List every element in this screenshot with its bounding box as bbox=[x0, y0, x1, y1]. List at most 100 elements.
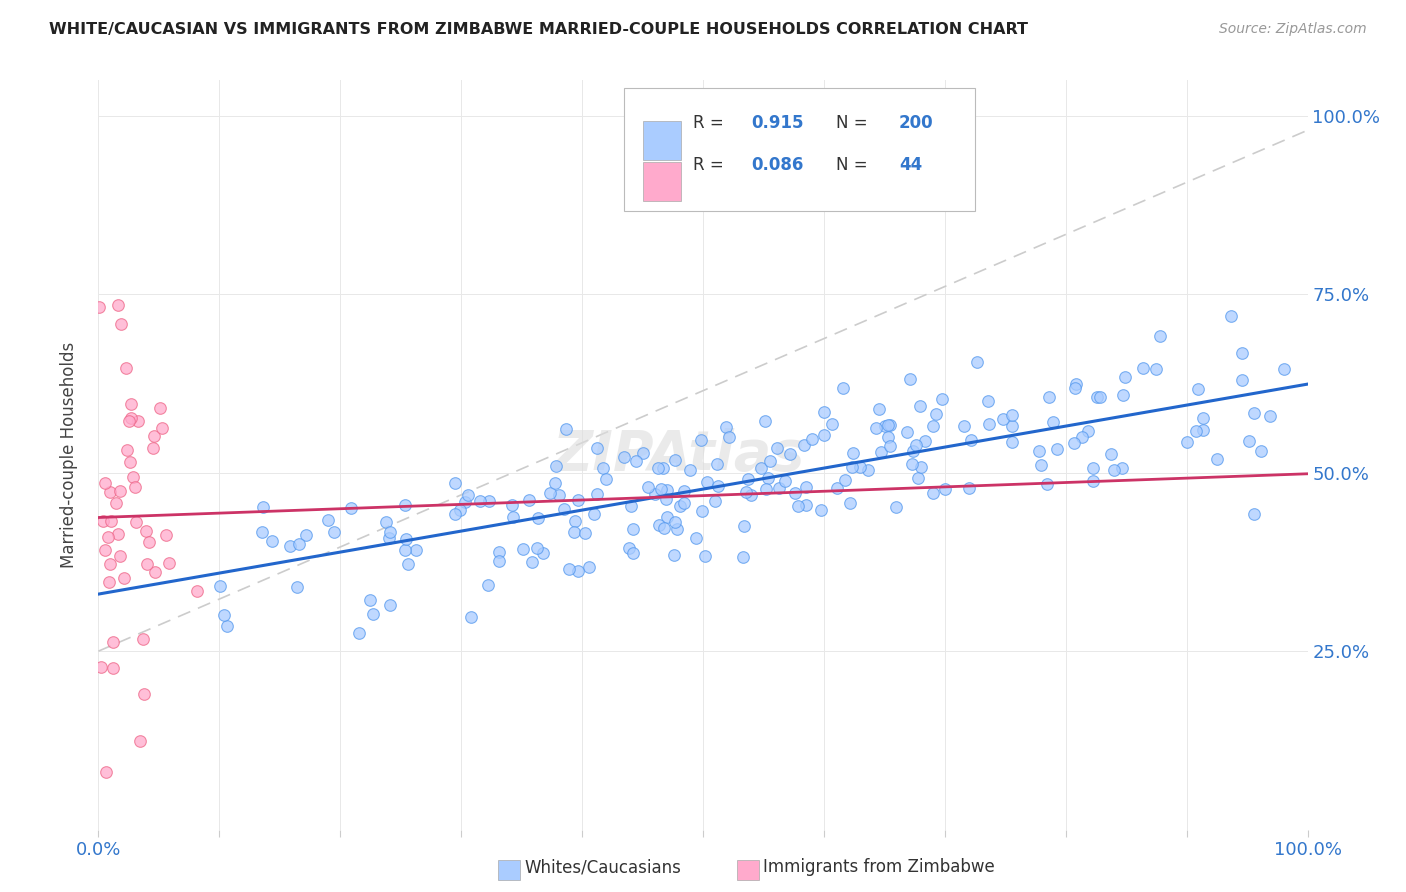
Point bbox=[288, 536, 311, 550]
Point bbox=[519, 492, 541, 507]
Point bbox=[501, 498, 523, 512]
Point bbox=[868, 401, 890, 416]
Text: N =: N = bbox=[837, 114, 873, 132]
Point bbox=[876, 418, 898, 433]
Point bbox=[631, 446, 654, 460]
Point bbox=[652, 521, 675, 535]
Text: R =: R = bbox=[693, 156, 730, 174]
Point bbox=[669, 499, 692, 513]
Point bbox=[347, 625, 370, 640]
Point bbox=[586, 486, 609, 500]
Point bbox=[1250, 443, 1272, 458]
Point bbox=[707, 479, 730, 493]
Point bbox=[444, 475, 467, 490]
Point bbox=[149, 401, 172, 415]
Point bbox=[215, 619, 238, 633]
Point bbox=[553, 502, 575, 516]
Point bbox=[1187, 382, 1209, 396]
Point bbox=[89, 301, 111, 315]
Point bbox=[103, 634, 125, 648]
Point bbox=[110, 317, 132, 331]
Point bbox=[693, 549, 716, 563]
Point bbox=[706, 457, 728, 471]
Point bbox=[1111, 388, 1133, 402]
Point bbox=[155, 527, 177, 541]
Point bbox=[793, 438, 815, 452]
Point bbox=[623, 522, 645, 536]
Point bbox=[1220, 309, 1243, 323]
Point bbox=[801, 432, 824, 446]
Point bbox=[103, 660, 125, 674]
Point bbox=[740, 488, 762, 502]
Point bbox=[903, 444, 925, 458]
Point bbox=[114, 360, 136, 375]
Point bbox=[557, 562, 579, 576]
Point bbox=[1144, 362, 1167, 376]
Point bbox=[685, 532, 707, 546]
Point bbox=[127, 414, 149, 428]
Point bbox=[672, 483, 695, 498]
Point bbox=[394, 498, 416, 512]
Point bbox=[555, 422, 578, 436]
Point bbox=[624, 454, 647, 468]
Point bbox=[873, 419, 896, 434]
Point bbox=[128, 734, 150, 748]
Point bbox=[91, 514, 114, 528]
FancyBboxPatch shape bbox=[624, 87, 976, 211]
Point bbox=[574, 526, 596, 541]
Point bbox=[796, 498, 818, 512]
Point bbox=[477, 578, 499, 592]
Point bbox=[527, 511, 550, 525]
Point bbox=[652, 461, 675, 475]
Point bbox=[564, 514, 586, 528]
Text: Whites/Caucasians: Whites/Caucasians bbox=[524, 858, 682, 876]
Point bbox=[664, 453, 686, 467]
Point bbox=[377, 531, 399, 545]
Point bbox=[1046, 442, 1069, 457]
Point bbox=[1038, 390, 1060, 404]
Point bbox=[654, 492, 676, 507]
Point bbox=[934, 482, 956, 496]
Point bbox=[1028, 443, 1050, 458]
Point bbox=[520, 555, 543, 569]
Point bbox=[714, 420, 737, 434]
Point bbox=[672, 496, 695, 510]
Point bbox=[756, 471, 779, 485]
Point bbox=[142, 441, 165, 455]
Point bbox=[664, 515, 686, 529]
Text: WHITE/CAUCASIAN VS IMMIGRANTS FROM ZIMBABWE MARRIED-COUPLE HOUSEHOLDS CORRELATIO: WHITE/CAUCASIAN VS IMMIGRANTS FROM ZIMBA… bbox=[49, 22, 1028, 37]
Point bbox=[138, 534, 160, 549]
Point bbox=[896, 425, 918, 439]
Point bbox=[1185, 424, 1208, 438]
Point bbox=[810, 503, 832, 517]
Point bbox=[886, 500, 908, 514]
Point bbox=[904, 437, 927, 451]
Point bbox=[832, 381, 855, 395]
Point bbox=[768, 481, 790, 495]
Point bbox=[648, 518, 671, 533]
FancyBboxPatch shape bbox=[643, 120, 682, 160]
Point bbox=[380, 599, 402, 613]
Point bbox=[457, 488, 479, 502]
Point bbox=[531, 546, 554, 560]
Point bbox=[834, 473, 856, 487]
Point bbox=[157, 556, 180, 570]
Point bbox=[1035, 477, 1057, 491]
Point bbox=[186, 583, 208, 598]
Point bbox=[621, 546, 644, 560]
Point bbox=[405, 543, 427, 558]
Point bbox=[907, 471, 929, 485]
Point bbox=[278, 540, 301, 554]
Point bbox=[1149, 328, 1171, 343]
Point bbox=[94, 476, 117, 491]
Point bbox=[212, 607, 235, 622]
Point bbox=[583, 508, 606, 522]
Point bbox=[567, 565, 589, 579]
Point bbox=[617, 541, 640, 556]
Point bbox=[595, 473, 617, 487]
Text: 200: 200 bbox=[898, 114, 934, 132]
Point bbox=[783, 486, 806, 500]
Point bbox=[449, 503, 471, 517]
Point bbox=[90, 660, 112, 674]
Point bbox=[107, 298, 129, 312]
